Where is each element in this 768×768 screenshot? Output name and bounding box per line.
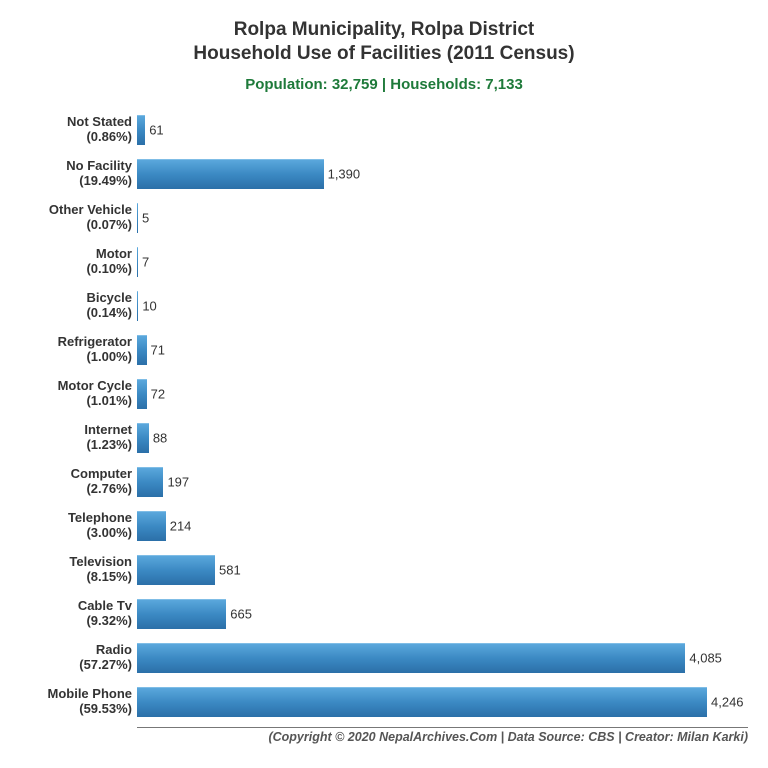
- bar: [137, 687, 707, 717]
- bar: [137, 511, 166, 541]
- chart-row: Television(8.15%) 581: [0, 548, 768, 592]
- bar: [137, 643, 685, 673]
- title-line-2: Household Use of Facilities (2011 Census…: [0, 42, 768, 66]
- value-label: 71: [151, 343, 165, 358]
- category-label: Telephone(3.00%): [12, 511, 132, 541]
- bar: [137, 555, 215, 585]
- bar: [137, 423, 149, 453]
- category-label: Cable Tv(9.32%): [12, 599, 132, 629]
- category-label: Internet(1.23%): [12, 423, 132, 453]
- chart-row: Motor(0.10%) 7: [0, 240, 768, 284]
- chart-row: Other Vehicle(0.07%) 5: [0, 196, 768, 240]
- category-label: Computer(2.76%): [12, 467, 132, 497]
- bar: [137, 203, 138, 233]
- chart-row: Mobile Phone(59.53%) 4,246: [0, 680, 768, 724]
- value-label: 7: [142, 255, 149, 270]
- chart-row: Cable Tv(9.32%) 665: [0, 592, 768, 636]
- chart-row: No Facility(19.49%) 1,390: [0, 152, 768, 196]
- bar: [137, 291, 138, 321]
- chart-row: Radio(57.27%) 4,085: [0, 636, 768, 680]
- chart-row: Refrigerator(1.00%) 71: [0, 328, 768, 372]
- bar: [137, 247, 138, 277]
- bar: [137, 115, 145, 145]
- value-label: 4,085: [689, 651, 722, 666]
- chart-row: Computer(2.76%) 197: [0, 460, 768, 504]
- value-label: 4,246: [711, 695, 744, 710]
- value-label: 581: [219, 563, 241, 578]
- category-label: Mobile Phone(59.53%): [12, 687, 132, 717]
- bar: [137, 335, 147, 365]
- value-label: 72: [151, 387, 165, 402]
- title-block: Rolpa Municipality, Rolpa District House…: [0, 0, 768, 93]
- value-label: 10: [142, 299, 156, 314]
- category-label: Radio(57.27%): [12, 643, 132, 673]
- category-label: Television(8.15%): [12, 555, 132, 585]
- title-line-1: Rolpa Municipality, Rolpa District: [0, 18, 768, 42]
- bar: [137, 159, 324, 189]
- chart-row: Bicycle(0.14%) 10: [0, 284, 768, 328]
- bar: [137, 379, 147, 409]
- chart-row: Internet(1.23%) 88: [0, 416, 768, 460]
- bar: [137, 599, 226, 629]
- value-label: 5: [142, 211, 149, 226]
- bar: [137, 467, 163, 497]
- category-label: Not Stated(0.86%): [12, 115, 132, 145]
- chart-row: Not Stated(0.86%) 61: [0, 108, 768, 152]
- bar-chart: Not Stated(0.86%) 61 No Facility(19.49%) 1,…: [0, 108, 768, 728]
- value-label: 665: [230, 607, 252, 622]
- footer-credit: (Copyright © 2020 NepalArchives.Com | Da…: [137, 727, 748, 744]
- category-label: Refrigerator(1.00%): [12, 335, 132, 365]
- chart-row: Motor Cycle(1.01%) 72: [0, 372, 768, 416]
- value-label: 214: [170, 519, 192, 534]
- value-label: 88: [153, 431, 167, 446]
- value-label: 1,390: [328, 167, 361, 182]
- category-label: Motor Cycle(1.01%): [12, 379, 132, 409]
- category-label: No Facility(19.49%): [12, 159, 132, 189]
- category-label: Other Vehicle(0.07%): [12, 203, 132, 233]
- chart-row: Telephone(3.00%) 214: [0, 504, 768, 548]
- category-label: Motor(0.10%): [12, 247, 132, 277]
- category-label: Bicycle(0.14%): [12, 291, 132, 321]
- value-label: 197: [167, 475, 189, 490]
- value-label: 61: [149, 123, 163, 138]
- subtitle: Population: 32,759 | Households: 7,133: [0, 76, 768, 93]
